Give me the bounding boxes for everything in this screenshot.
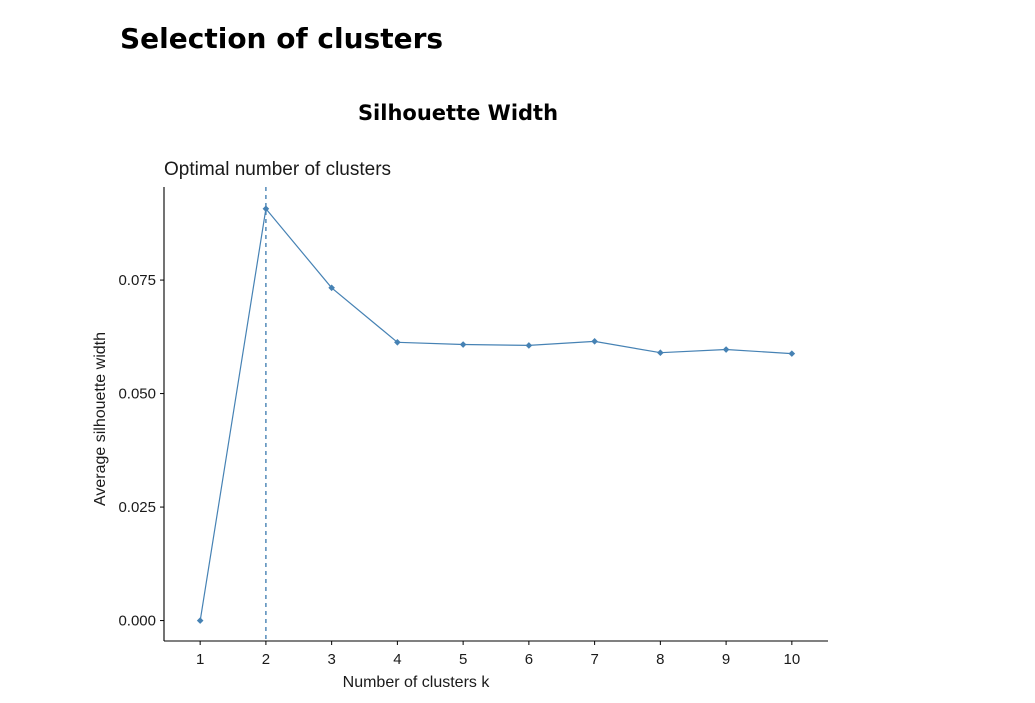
x-tick-label: 5 [459,651,467,668]
x-tick-label: 4 [393,651,401,668]
page-title: Selection of clusters [120,22,444,55]
data-point [591,338,598,345]
chart-title: Optimal number of clusters [164,159,391,180]
x-tick-label: 6 [525,651,533,668]
x-tick-label: 2 [262,651,270,668]
x-tick-label: 10 [783,651,800,668]
data-point [328,284,335,292]
data-point [196,617,204,624]
y-tick-label: 0.025 [118,499,156,516]
x-tick-label: 3 [327,651,335,668]
data-point [262,205,270,213]
y-tick-label: 0.075 [118,272,156,289]
data-point [459,341,467,348]
x-tick-label: 7 [590,651,598,668]
y-tick-label: 0.050 [118,386,156,403]
x-tick-label: 9 [722,651,730,668]
data-point [657,349,664,357]
series-line [199,207,792,621]
y-tick-label: 0.000 [118,613,156,630]
data-point [722,346,730,353]
x-axis-label: Number of clusters k [343,674,491,691]
data-point [525,342,533,349]
data-point [788,350,796,357]
x-tick-label: 1 [196,651,204,668]
y-axis-label: Average silhouette width [92,332,109,506]
section-title: Silhouette Width [357,101,559,125]
x-tick-label: 8 [656,651,664,668]
data-point [394,338,401,346]
